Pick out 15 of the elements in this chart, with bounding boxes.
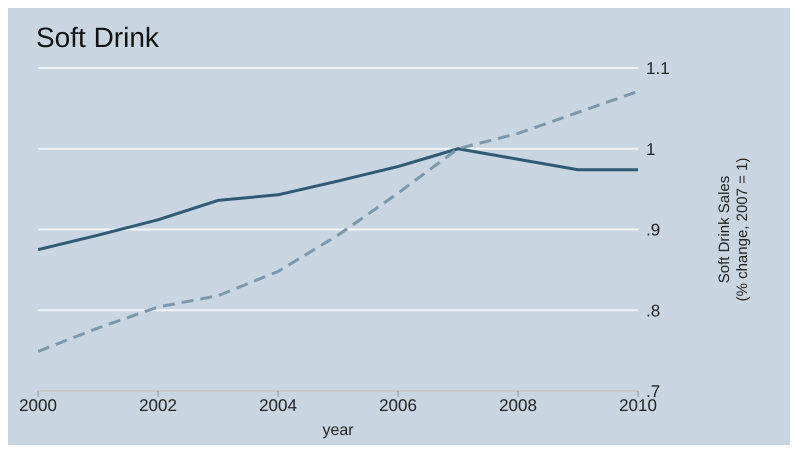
y-tick-label: .9: [646, 220, 660, 240]
x-tick-label: 2006: [379, 396, 417, 416]
x-axis-title: year: [322, 422, 354, 439]
y-tick-label: 1: [646, 140, 656, 159]
x-tick-label: 2002: [139, 396, 177, 416]
y-axis-title: Soft Drink Sales (% change, 2007 = 1): [716, 158, 751, 302]
y-tick-label: 1.1: [646, 59, 670, 78]
x-tick-label: 2010: [619, 396, 657, 416]
line-series: [38, 90, 638, 353]
line-series: [38, 147, 638, 252]
chart-title: Soft Drink: [36, 22, 159, 54]
x-tick-label: 2008: [499, 396, 537, 416]
x-tick-label: 2000: [19, 396, 57, 416]
x-tick-label: 2004: [259, 396, 297, 416]
y-tick-label: .8: [646, 301, 660, 320]
